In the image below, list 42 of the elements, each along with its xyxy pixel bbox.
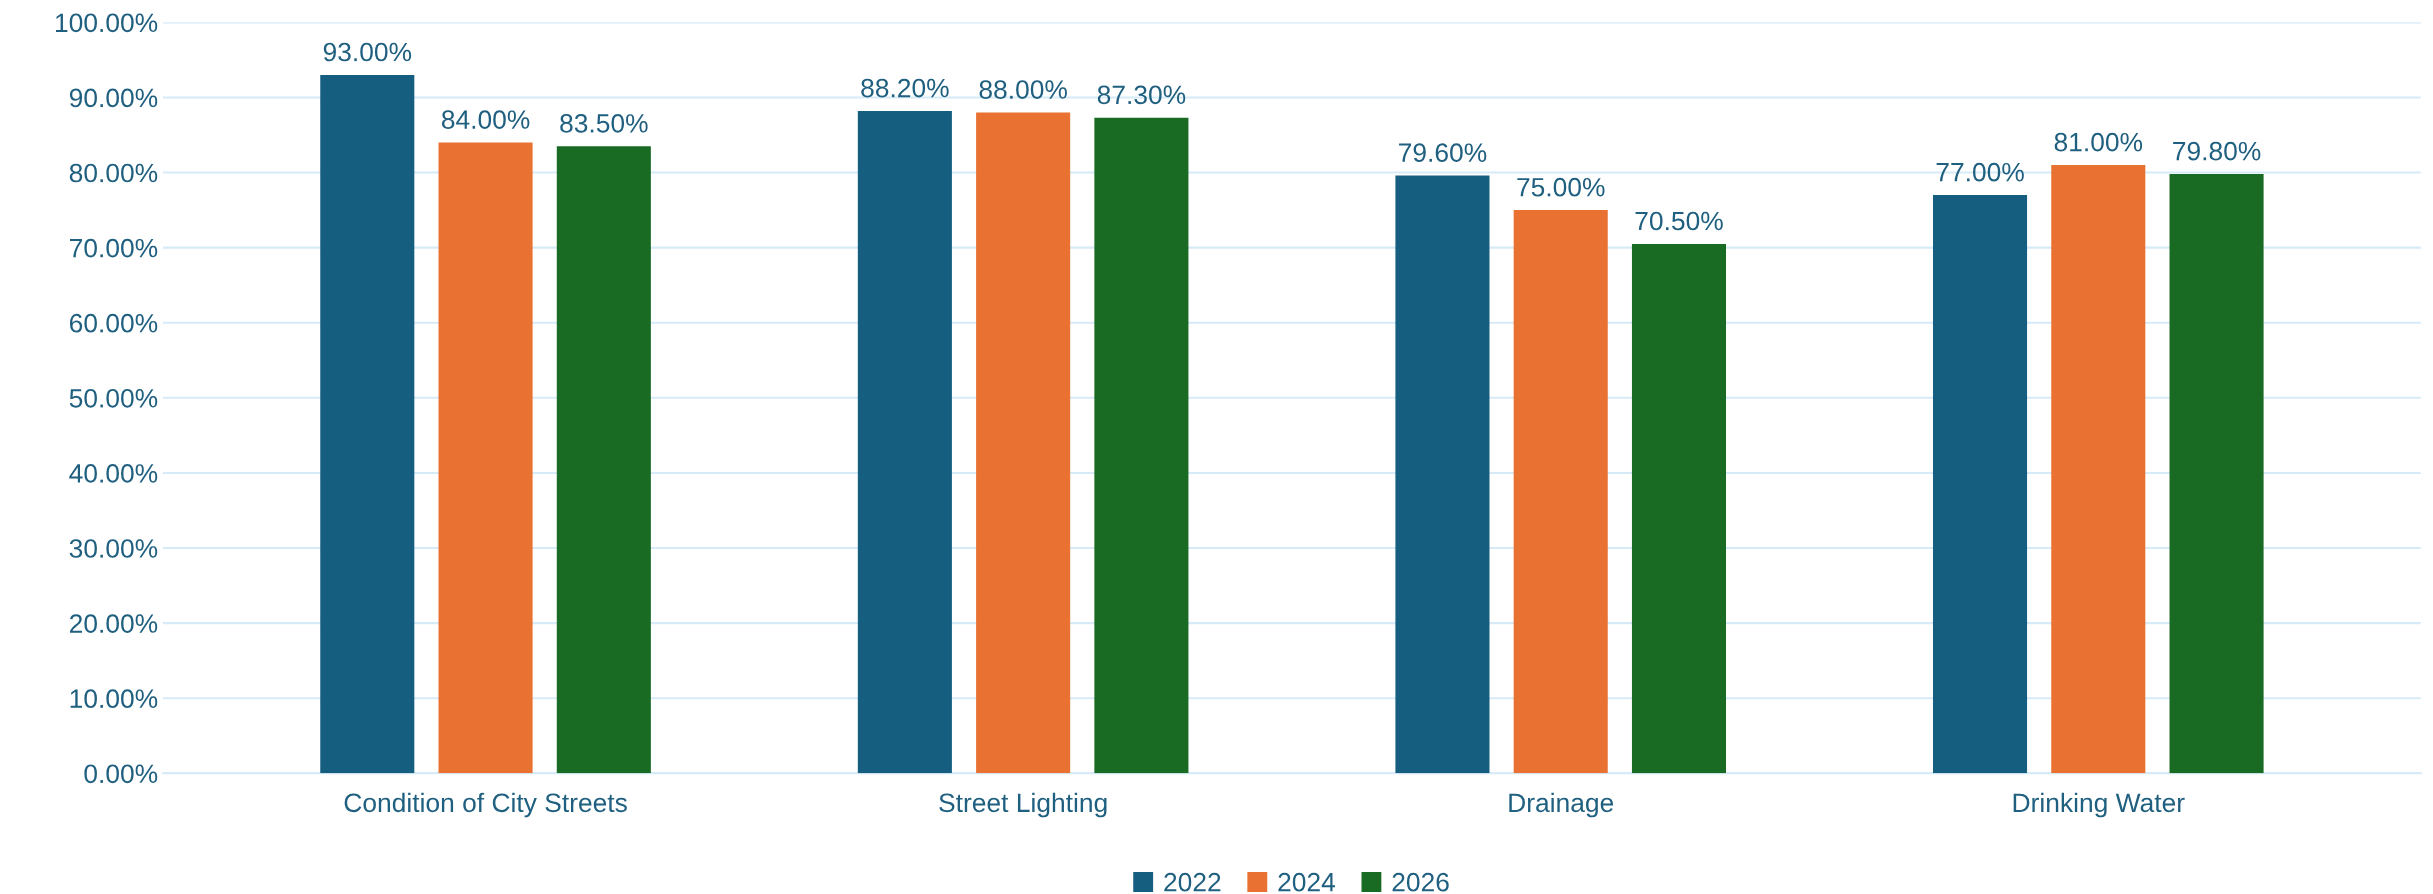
bar <box>438 142 533 774</box>
y-tick-label: 90.00% <box>69 88 158 108</box>
y-tick-label: 40.00% <box>69 464 158 483</box>
y-tick-label: 0.00% <box>84 764 158 784</box>
bar <box>2169 174 2264 774</box>
data-label: 75.00% <box>1517 177 1605 197</box>
legend-label: 2022 <box>1164 872 1221 892</box>
bar <box>1631 243 1727 774</box>
data-label: 81.00% <box>2054 132 2143 152</box>
x-tick-label: Condition of City Streets <box>344 792 627 818</box>
legend-label: 2026 <box>1392 872 1449 892</box>
data-label: 79.80% <box>2173 141 2261 161</box>
data-label: 70.50% <box>1635 211 1723 231</box>
x-tick-label: Street Lighting <box>939 792 1107 818</box>
y-tick-label: 80.00% <box>69 163 158 183</box>
data-label: 88.00% <box>979 80 1067 99</box>
bar <box>556 146 651 774</box>
data-label: 83.50% <box>560 114 648 133</box>
bar <box>2051 165 2146 774</box>
y-tick-label: 100.00% <box>55 13 158 33</box>
bar <box>1395 175 1490 774</box>
data-label: 87.30% <box>1097 85 1186 105</box>
y-tick-label: 50.00% <box>69 388 158 408</box>
x-tick-label: Drainage <box>1509 792 1614 818</box>
bar <box>1932 195 2028 774</box>
data-label: 88.20% <box>861 78 949 98</box>
bar <box>1513 210 1608 774</box>
data-label: 84.00% <box>441 110 530 129</box>
data-label: 79.60% <box>1399 143 1487 162</box>
data-label: 77.00% <box>1936 162 2024 182</box>
y-tick-label: 70.00% <box>70 238 158 258</box>
bar <box>1094 117 1189 774</box>
y-tick-label: 30.00% <box>69 539 158 558</box>
legend-label: 2024 <box>1278 872 1336 892</box>
x-tick-label: Drinking Water <box>2013 792 2185 818</box>
data-label: 93.00% <box>323 42 412 62</box>
y-tick-label: 60.00% <box>69 313 158 333</box>
bar <box>976 112 1071 774</box>
bar <box>857 110 952 774</box>
y-tick-label: 10.00% <box>70 689 158 709</box>
bar <box>320 74 415 774</box>
y-tick-label: 20.00% <box>69 614 158 633</box>
